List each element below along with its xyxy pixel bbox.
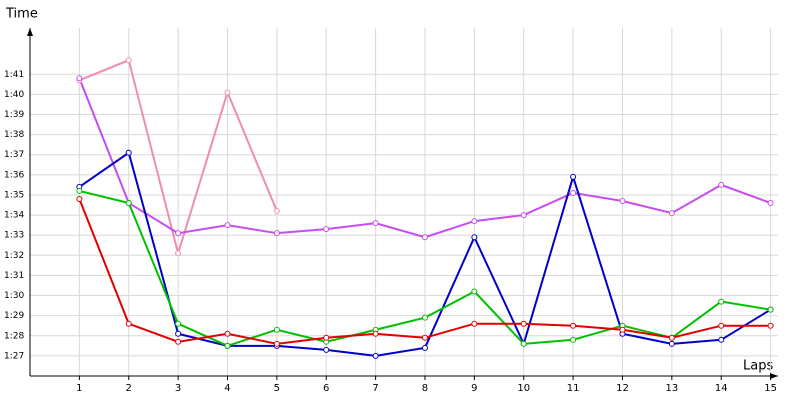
x-tick-label: 14 [715, 383, 728, 394]
y-axis-label: Time [5, 7, 38, 22]
x-axis-label: Laps [743, 359, 773, 374]
point [273, 340, 280, 347]
point [273, 326, 280, 333]
point [718, 322, 725, 329]
y-tick-label: 1:31 [4, 271, 24, 281]
y-tick-label: 1:39 [4, 110, 24, 120]
point [323, 334, 330, 341]
point [421, 334, 428, 341]
point [372, 330, 379, 337]
x-tick-label: 8 [422, 383, 428, 394]
point [471, 234, 478, 241]
x-tick-label: 1 [76, 383, 82, 394]
point [175, 250, 182, 257]
point [767, 322, 774, 329]
point [372, 352, 379, 359]
point [323, 226, 330, 233]
point [767, 200, 774, 207]
point [570, 173, 577, 180]
y-tick-label: 1:28 [4, 331, 24, 341]
x-tick-label: 15 [764, 383, 777, 394]
point [224, 222, 231, 229]
y-tick-label: 1:38 [4, 130, 24, 140]
y-tick-label: 1:35 [4, 190, 24, 200]
point [767, 306, 774, 313]
point [421, 234, 428, 241]
point [718, 181, 725, 188]
y-tick-label: 1:30 [4, 291, 24, 301]
point [718, 336, 725, 343]
point [175, 330, 182, 337]
point [125, 320, 132, 327]
point [520, 320, 527, 327]
point [273, 230, 280, 237]
point [175, 230, 182, 237]
point [175, 320, 182, 327]
x-tick-label: 9 [471, 383, 477, 394]
point [668, 210, 675, 217]
point [570, 336, 577, 343]
point [224, 330, 231, 337]
point [76, 195, 83, 202]
y-tick-label: 1:32 [4, 251, 24, 261]
point [668, 334, 675, 341]
point [619, 326, 626, 333]
point [421, 314, 428, 321]
point [224, 89, 231, 96]
point [273, 208, 280, 215]
point [175, 338, 182, 345]
x-tick-label: 2 [126, 383, 132, 394]
point [224, 342, 231, 349]
y-tick-label: 1:36 [4, 170, 24, 180]
y-tick-label: 1:34 [4, 211, 24, 221]
point [323, 346, 330, 353]
point [520, 212, 527, 219]
point [125, 149, 132, 156]
point [570, 189, 577, 196]
point [76, 75, 83, 82]
y-tick-label: 1:41 [4, 70, 24, 80]
x-tick-label: 12 [616, 383, 629, 394]
point [718, 298, 725, 305]
point [471, 288, 478, 295]
x-tick-label: 13 [665, 383, 678, 394]
point [668, 340, 675, 347]
point [372, 220, 379, 227]
point [471, 320, 478, 327]
point [125, 200, 132, 207]
x-tick-label: 4 [224, 383, 230, 394]
x-axis-arrow [770, 373, 778, 379]
point [520, 340, 527, 347]
point [619, 197, 626, 204]
x-tick-label: 5 [274, 383, 280, 394]
x-tick-label: 7 [372, 383, 378, 394]
x-tick-label: 10 [517, 383, 530, 394]
y-tick-label: 1:27 [4, 351, 24, 361]
point [471, 218, 478, 225]
y-tick-label: 1:37 [4, 150, 24, 160]
y-tick-label: 1:33 [4, 231, 24, 241]
y-tick-label: 1:29 [4, 311, 24, 321]
x-tick-label: 3 [175, 383, 181, 394]
point [570, 322, 577, 329]
point [125, 57, 132, 64]
y-axis-arrow [27, 28, 33, 36]
y-tick-label: 1:40 [4, 90, 24, 100]
point [76, 187, 83, 194]
x-tick-label: 11 [567, 383, 580, 394]
point [421, 344, 428, 351]
x-tick-label: 6 [323, 383, 329, 394]
